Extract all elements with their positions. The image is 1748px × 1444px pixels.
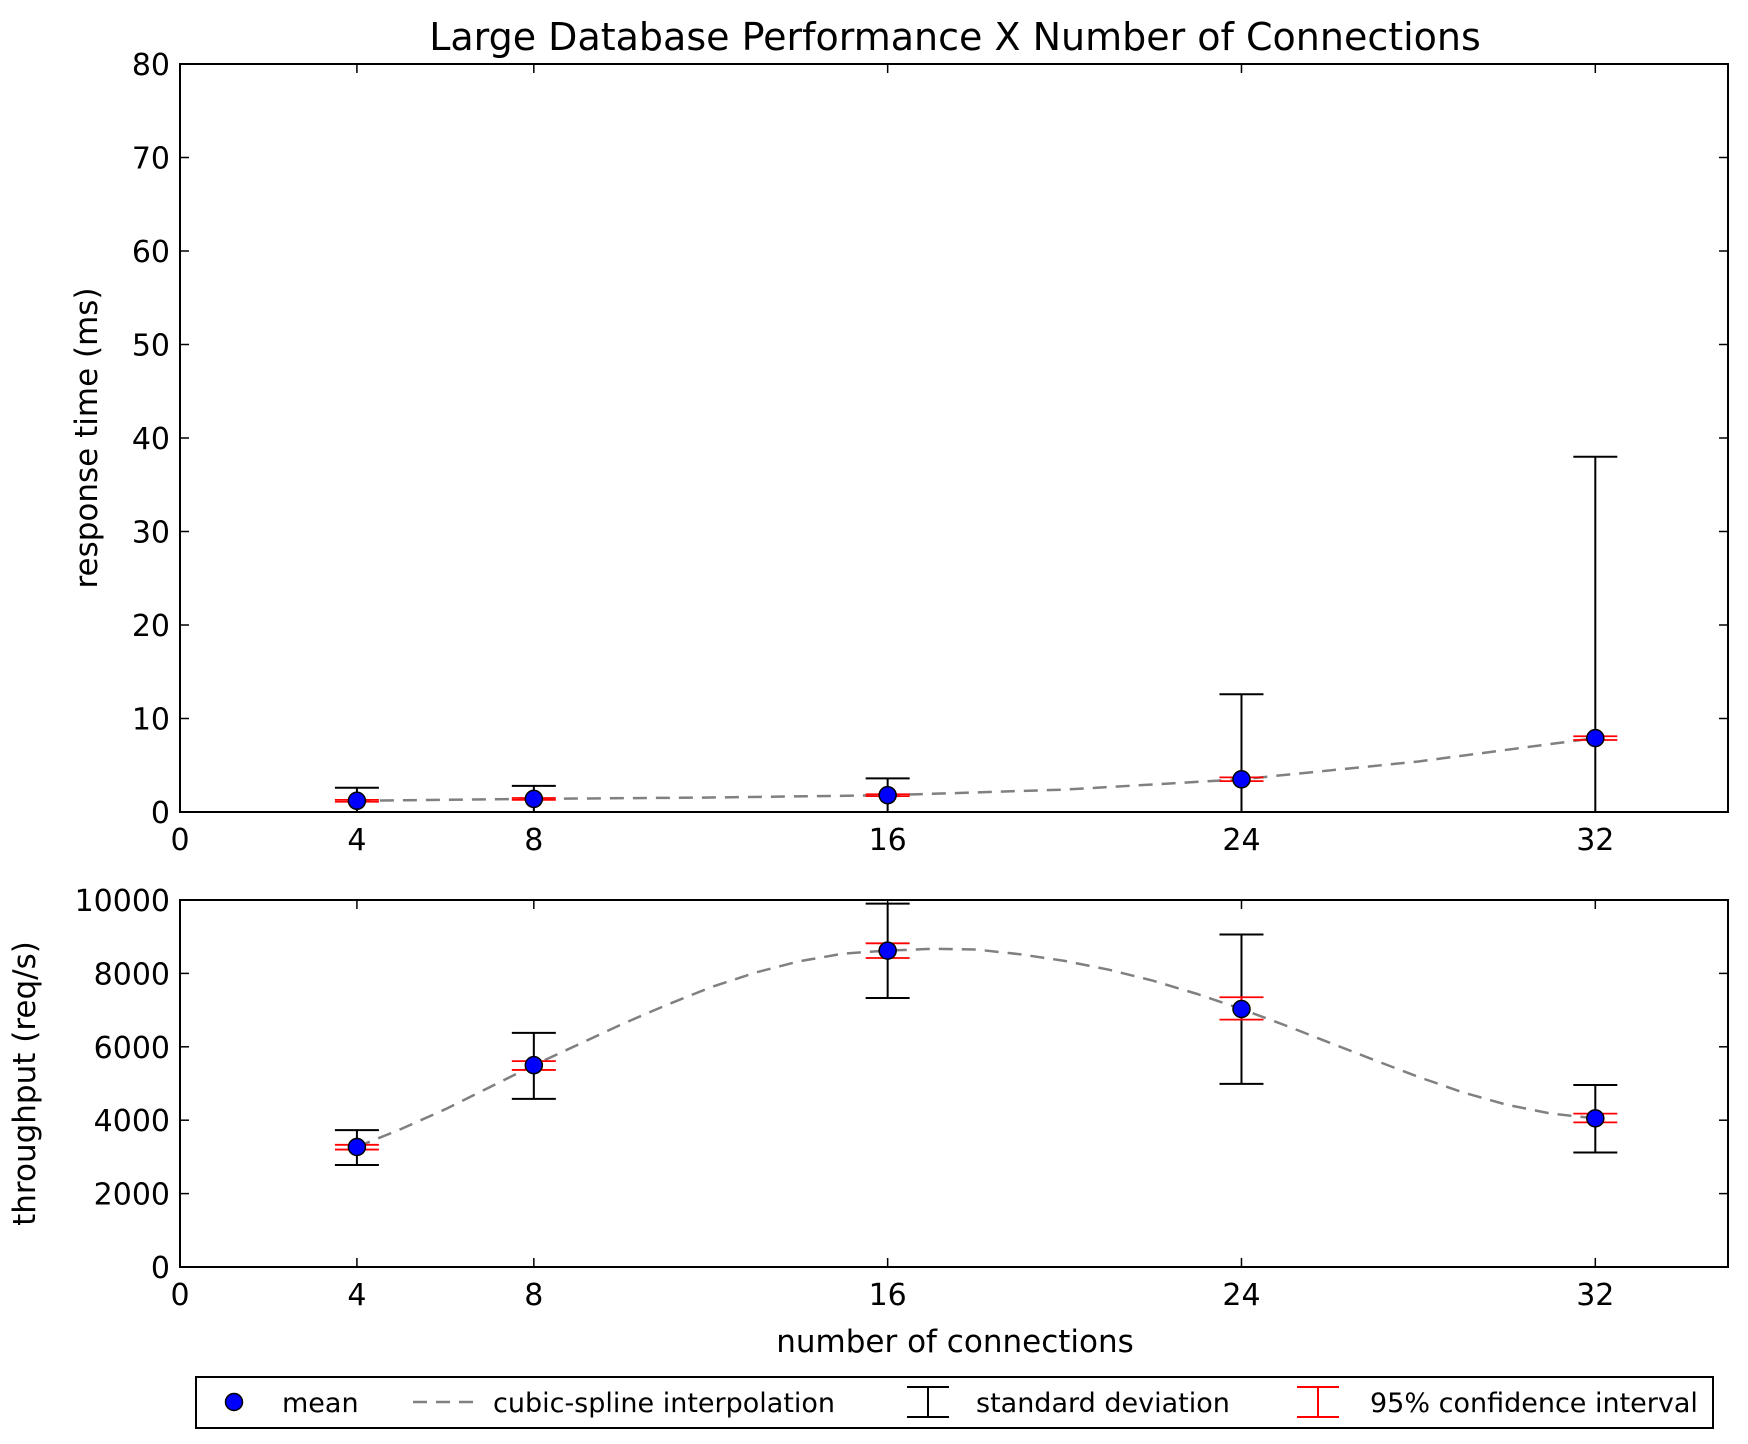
y-tick-label: 10000 [75, 884, 170, 919]
x-tick-label: 16 [869, 1278, 907, 1313]
x-tick-label: 8 [524, 1278, 543, 1313]
y-tick-label: 40 [132, 422, 170, 457]
x-axis-label: number of connections [776, 1324, 1134, 1360]
x-tick-label: 8 [524, 823, 543, 858]
y-tick-label: 0 [151, 1251, 170, 1286]
x-tick-label: 32 [1576, 823, 1614, 858]
mean-point [878, 941, 897, 960]
mean-point [1586, 728, 1605, 748]
spline-line [356, 736, 1596, 803]
legend-spline-label: cubic-spline interpolation [493, 1388, 835, 1419]
y-tick-label: 80 [132, 48, 170, 83]
mean-point [878, 785, 897, 805]
mean-point [524, 1055, 544, 1075]
y-tick-label: 30 [132, 516, 170, 551]
legend-mean-marker [224, 1392, 244, 1412]
x-tick-label: 0 [170, 823, 189, 858]
x-tick-label: 32 [1576, 1278, 1614, 1313]
mean-point [1232, 770, 1251, 789]
y-tick-label: 8000 [94, 957, 170, 992]
y-tick-label: 0 [151, 796, 170, 831]
plot-frame [179, 899, 1729, 1268]
legend-std-label: standard deviation [976, 1388, 1230, 1419]
x-tick-label: 16 [869, 823, 907, 858]
x-tick-label: 24 [1222, 1278, 1260, 1313]
chart-title: Large Database Performance X Number of C… [429, 15, 1481, 59]
y-tick-label: 60 [132, 235, 170, 270]
throughput-panel: 0 4 8 16 24 32 0 2000 4000 6000 8000 10000 throughpu… [7, 884, 1729, 1313]
mean-point [1586, 1109, 1605, 1128]
legend: mean cubic-spline interpolation standard d… [195, 1376, 1714, 1429]
plot-frame [179, 63, 1729, 813]
mean-point [347, 1137, 367, 1157]
legend-mean-label: mean [282, 1388, 359, 1419]
y-tick-label: 10 [132, 703, 170, 738]
spline-line [356, 947, 1596, 1149]
x-tick-label: 4 [347, 823, 366, 858]
mean-point [1232, 999, 1251, 1019]
legend-ci-label: 95% confidence interval [1370, 1388, 1698, 1419]
x-tick-label: 24 [1222, 823, 1260, 858]
mean-point [347, 791, 367, 811]
response-time-panel: 0 4 8 16 24 32 0 10 20 30 40 50 60 70 80 response time … [69, 48, 1729, 858]
x-tick-label: 4 [347, 1278, 366, 1313]
y-tick-label: 4000 [94, 1104, 170, 1139]
x-tick-label: 0 [170, 1278, 189, 1313]
y-tick-label: 70 [132, 142, 170, 177]
y-tick-label: 20 [132, 609, 170, 644]
y-axis-label: throughput (req/s) [7, 941, 43, 1226]
y-tick-label: 6000 [94, 1031, 170, 1066]
y-tick-label: 2000 [94, 1178, 170, 1213]
y-axis-label: response time (ms) [69, 287, 105, 588]
mean-point [524, 789, 544, 809]
y-tick-label: 50 [132, 329, 170, 364]
